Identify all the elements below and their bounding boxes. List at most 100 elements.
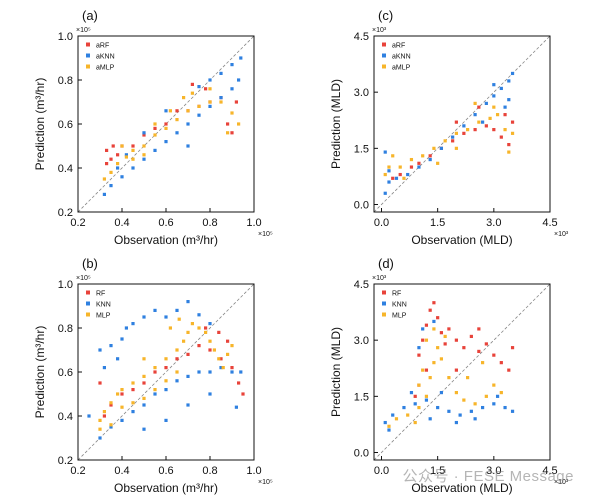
point-aknn-a: [164, 109, 168, 113]
y-multiplier-d: ×10³: [372, 275, 387, 282]
point-rf-b: [109, 403, 113, 407]
point-knn-d: [447, 409, 451, 413]
point-amlp-c: [443, 139, 447, 143]
point-arf-c: [391, 176, 395, 180]
point-mlp-d: [413, 420, 417, 425]
point-aknn-c: [406, 172, 410, 177]
point-knn-b: [164, 418, 168, 422]
point-arf-a: [142, 133, 146, 137]
y-tick-label-c: 3.0: [354, 87, 369, 99]
point-arf-a: [105, 162, 109, 166]
point-amlp-c: [383, 172, 387, 177]
point-mlp-b: [182, 339, 186, 343]
point-mlp-b: [142, 396, 146, 400]
y-tick-label-d: 0.0: [354, 448, 369, 460]
plot-frame-c: [373, 35, 551, 213]
y-tick-label-a: 0.2: [58, 207, 73, 219]
point-mlp-b: [142, 374, 146, 378]
point-aknn-c: [383, 191, 387, 195]
point-knn-b: [186, 374, 190, 378]
point-rf-b: [197, 344, 201, 348]
legend-label-aknn: aKNN: [392, 54, 411, 61]
point-arf-c: [499, 135, 503, 139]
x-tick-label-a: 1.0: [246, 217, 261, 229]
point-knn-b: [142, 427, 146, 431]
point-amlp-c: [477, 120, 481, 124]
diagonal-line-b: [77, 283, 255, 461]
legend-marker-rf: [382, 290, 386, 295]
point-amlp-a: [109, 170, 113, 174]
point-knn-d: [473, 417, 477, 421]
panel-label-a: (a): [82, 8, 98, 23]
point-aknn-a: [186, 144, 190, 148]
point-aknn-c: [510, 71, 515, 76]
point-amlp-a: [164, 126, 168, 130]
point-knn-d: [402, 405, 406, 410]
point-arf-a: [116, 153, 120, 157]
y-axis-label-d: Prediction (MLD): [329, 327, 343, 417]
point-rf-d: [447, 327, 451, 331]
point-arf-c: [507, 142, 511, 147]
point-knn-d: [428, 417, 432, 421]
legend-marker-aknn: [86, 53, 90, 58]
point-amlp-a: [153, 133, 157, 137]
point-aknn-a: [237, 78, 241, 82]
point-knn-b: [142, 315, 146, 319]
point-amlp-a: [153, 122, 157, 126]
x-tick-label-d: 1.5: [430, 465, 445, 477]
point-rf-d: [421, 338, 425, 342]
point-mlp-b: [102, 410, 106, 414]
x-tick-label-a: 0.2: [70, 217, 85, 229]
x-tick-label-d: 0.0: [374, 465, 389, 477]
point-arf-c: [484, 124, 488, 128]
x-tick-label-b: 1.0: [246, 465, 261, 477]
point-mlp-b: [131, 381, 135, 385]
y-tick-label-b: 1.0: [58, 279, 73, 291]
point-amlp-a: [168, 109, 172, 113]
point-rf-d: [417, 353, 421, 357]
point-rf-d: [439, 331, 444, 335]
legend-marker-arf: [86, 42, 90, 47]
diagonal-line-c: [373, 35, 551, 213]
point-rf-d: [492, 353, 496, 357]
point-aknn-a: [230, 87, 234, 91]
point-arf-c: [462, 131, 466, 135]
point-aknn-c: [492, 83, 496, 87]
panel-a-chart: (a) ×10⁵ ×10⁵ 0.2 0.4 0.6 0.8 1.0 0.2 0.4 0.6 0.8 1.…: [33, 8, 273, 247]
point-rf-b: [102, 414, 106, 418]
point-aknn-a: [219, 71, 223, 75]
point-amlp-a: [219, 100, 223, 104]
x-tick-label-a: 0.4: [114, 217, 129, 229]
point-amlp-c: [473, 101, 477, 106]
y-tick-label-c: 0.0: [354, 200, 369, 212]
point-knn-d: [387, 428, 391, 432]
point-mlp-d: [424, 394, 429, 398]
point-mlp-b: [177, 317, 181, 321]
point-amlp-c: [495, 113, 500, 117]
point-knn-b: [164, 388, 168, 392]
point-rf-b: [208, 348, 212, 352]
x-tick-label-c: 0.0: [374, 217, 389, 229]
point-knn-d: [469, 409, 473, 413]
point-amlp-c: [391, 154, 395, 158]
y-tick-label-b: 0.2: [58, 455, 73, 467]
point-rf-b: [153, 370, 157, 374]
point-knn-b: [120, 337, 124, 341]
point-arf-c: [510, 120, 515, 124]
point-amlp-a: [131, 157, 135, 161]
point-arf-c: [451, 139, 455, 143]
x-tick-label-c: 4.5: [542, 217, 557, 229]
x-axis-label-c: Observation (MLD): [411, 233, 512, 247]
point-arf-a: [190, 82, 194, 86]
y-tick-label-d: 1.5: [354, 391, 369, 403]
point-amlp-a: [226, 131, 230, 135]
x-multiplier-c: ×10³: [554, 231, 569, 238]
point-knn-b: [109, 425, 113, 429]
point-rf-b: [241, 392, 245, 396]
point-amlp-c: [466, 128, 470, 132]
point-rf-b: [186, 352, 190, 356]
point-mlp-d: [421, 368, 425, 372]
plot-frame-d: [373, 283, 551, 461]
point-aknn-a: [109, 184, 113, 188]
panel-d-chart: (d) ×10³ ×10³ 0.0 1.5 3.0 4.5 0.0 1.5 3.0 4.5 Obser…: [329, 256, 569, 495]
